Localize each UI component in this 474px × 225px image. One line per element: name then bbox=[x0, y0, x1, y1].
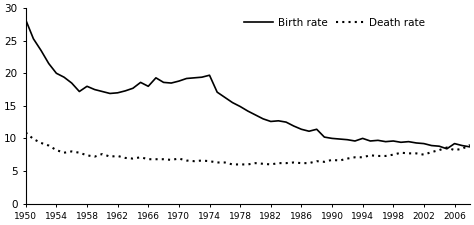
Death rate bbox=[69, 150, 74, 153]
Death rate bbox=[229, 163, 235, 166]
Death rate bbox=[38, 142, 44, 144]
Legend: Birth rate, Death rate: Birth rate, Death rate bbox=[240, 13, 429, 32]
Death rate bbox=[260, 162, 266, 165]
Death rate bbox=[92, 155, 98, 158]
Birth rate bbox=[138, 81, 144, 84]
Birth rate bbox=[92, 88, 98, 91]
Death rate bbox=[138, 156, 144, 159]
Line: Death rate: Death rate bbox=[26, 133, 470, 164]
Birth rate bbox=[345, 138, 350, 141]
Birth rate bbox=[253, 114, 258, 116]
Birth rate bbox=[38, 49, 44, 52]
Line: Birth rate: Birth rate bbox=[26, 20, 470, 149]
Birth rate bbox=[69, 82, 74, 84]
Birth rate bbox=[23, 18, 28, 21]
Death rate bbox=[352, 156, 358, 159]
Birth rate bbox=[444, 147, 450, 150]
Death rate bbox=[23, 131, 28, 134]
Death rate bbox=[467, 144, 473, 146]
Birth rate bbox=[467, 146, 473, 148]
